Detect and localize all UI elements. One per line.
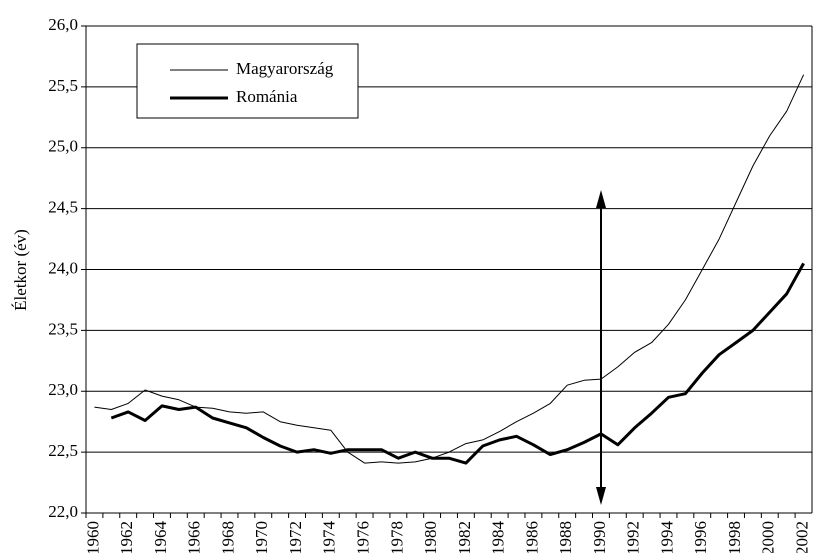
x-tick-label: 1970 xyxy=(252,521,271,553)
x-tick-label: 1980 xyxy=(421,521,440,553)
y-tick-label: 23,5 xyxy=(48,319,78,338)
x-tick-label: 1984 xyxy=(489,521,508,553)
x-tick-label: 2000 xyxy=(759,521,778,553)
x-tick-label: 1964 xyxy=(151,521,170,553)
x-tick-label: 1990 xyxy=(590,521,609,553)
x-tick-label: 1998 xyxy=(725,521,744,553)
y-tick-label: 25,0 xyxy=(48,137,78,156)
y-axis-label: Életkor (év) xyxy=(11,229,30,311)
x-tick-label: 1960 xyxy=(83,521,102,553)
y-tick-label: 22,5 xyxy=(48,441,78,460)
y-tick-label: 25,5 xyxy=(48,76,78,95)
arrow-head xyxy=(596,190,606,208)
x-tick-label: 1988 xyxy=(556,521,575,553)
x-tick-label: 1994 xyxy=(657,521,676,553)
legend-label: Magyarország xyxy=(236,59,334,78)
arrow-head xyxy=(596,487,606,505)
legend: Magyarország Románia xyxy=(136,43,359,119)
series-line xyxy=(94,74,805,464)
legend-label: Románia xyxy=(236,87,298,106)
x-tick-label: 1966 xyxy=(185,521,204,553)
x-tick-label: 1962 xyxy=(117,521,136,553)
x-tick-label: 1968 xyxy=(218,521,237,553)
x-tick-label: 1992 xyxy=(624,521,643,553)
y-tick-label: 22,0 xyxy=(48,502,78,521)
x-tick-label: 2002 xyxy=(792,521,811,553)
x-tick-label: 1972 xyxy=(286,521,305,553)
series-line xyxy=(110,262,805,465)
y-tick-label: 24,0 xyxy=(48,258,78,277)
y-tick-label: 24,5 xyxy=(48,198,78,217)
x-tick-label: 1976 xyxy=(353,521,372,553)
x-tick-label: 1974 xyxy=(320,521,339,553)
y-tick-label: 23,0 xyxy=(48,380,78,399)
y-tick-label: 26,0 xyxy=(48,15,78,34)
x-tick-label: 1986 xyxy=(522,521,541,553)
legend-box xyxy=(136,43,359,119)
annotation-arrow xyxy=(596,190,606,505)
x-tick-label: 1982 xyxy=(455,521,474,553)
x-tick-label: 1996 xyxy=(691,521,710,553)
x-tick-label: 1978 xyxy=(387,521,406,553)
